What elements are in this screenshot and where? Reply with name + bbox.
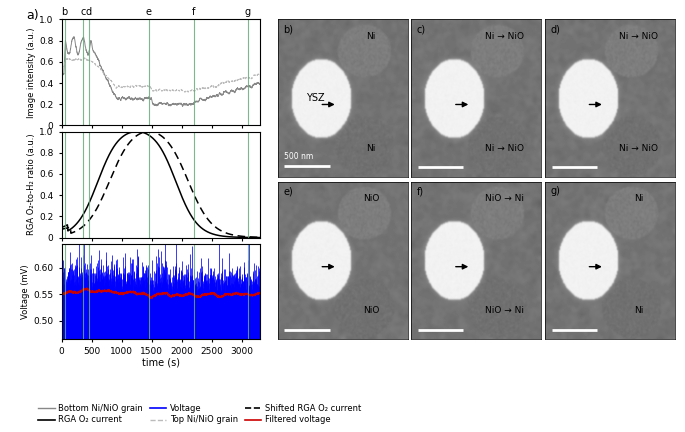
Text: b: b <box>62 7 68 17</box>
Text: Ni → NiO: Ni → NiO <box>486 144 524 153</box>
Text: b): b) <box>283 24 293 34</box>
Legend: Bottom Ni/NiO grain, RGA O₂ current, Voltage, Top Ni/NiO grain, Shifted RGA O₂ c: Bottom Ni/NiO grain, RGA O₂ current, Vol… <box>35 400 364 428</box>
Text: NiO → Ni: NiO → Ni <box>486 194 524 203</box>
Text: c: c <box>80 7 86 17</box>
Text: f: f <box>192 7 196 17</box>
Text: Ni: Ni <box>634 306 643 315</box>
Text: e: e <box>146 7 152 17</box>
Text: a): a) <box>26 9 38 22</box>
Text: Ni → NiO: Ni → NiO <box>619 144 658 153</box>
Y-axis label: Image intensity (a.u.): Image intensity (a.u.) <box>27 27 36 118</box>
Text: d): d) <box>550 24 560 34</box>
Text: e): e) <box>283 186 293 197</box>
Text: Ni → NiO: Ni → NiO <box>619 32 658 41</box>
Text: Ni → NiO: Ni → NiO <box>486 32 524 41</box>
Text: Ni: Ni <box>366 144 376 153</box>
Y-axis label: Voltage (mV): Voltage (mV) <box>21 264 30 319</box>
X-axis label: time (s): time (s) <box>142 358 180 368</box>
Text: g: g <box>245 7 251 17</box>
Text: YSZ: YSZ <box>306 93 325 103</box>
Text: NiO → Ni: NiO → Ni <box>486 306 524 315</box>
Text: f): f) <box>416 186 424 197</box>
Text: g): g) <box>550 186 560 197</box>
Text: Ni: Ni <box>634 194 643 203</box>
Y-axis label: RGA O₂-to-H₂ ratio (a.u.): RGA O₂-to-H₂ ratio (a.u.) <box>27 134 36 235</box>
Text: c): c) <box>416 24 426 34</box>
Text: 500 nm: 500 nm <box>284 152 314 161</box>
Text: Ni: Ni <box>366 32 376 41</box>
Text: NiO: NiO <box>363 194 379 203</box>
Text: d: d <box>86 7 92 17</box>
Text: NiO: NiO <box>363 306 379 315</box>
